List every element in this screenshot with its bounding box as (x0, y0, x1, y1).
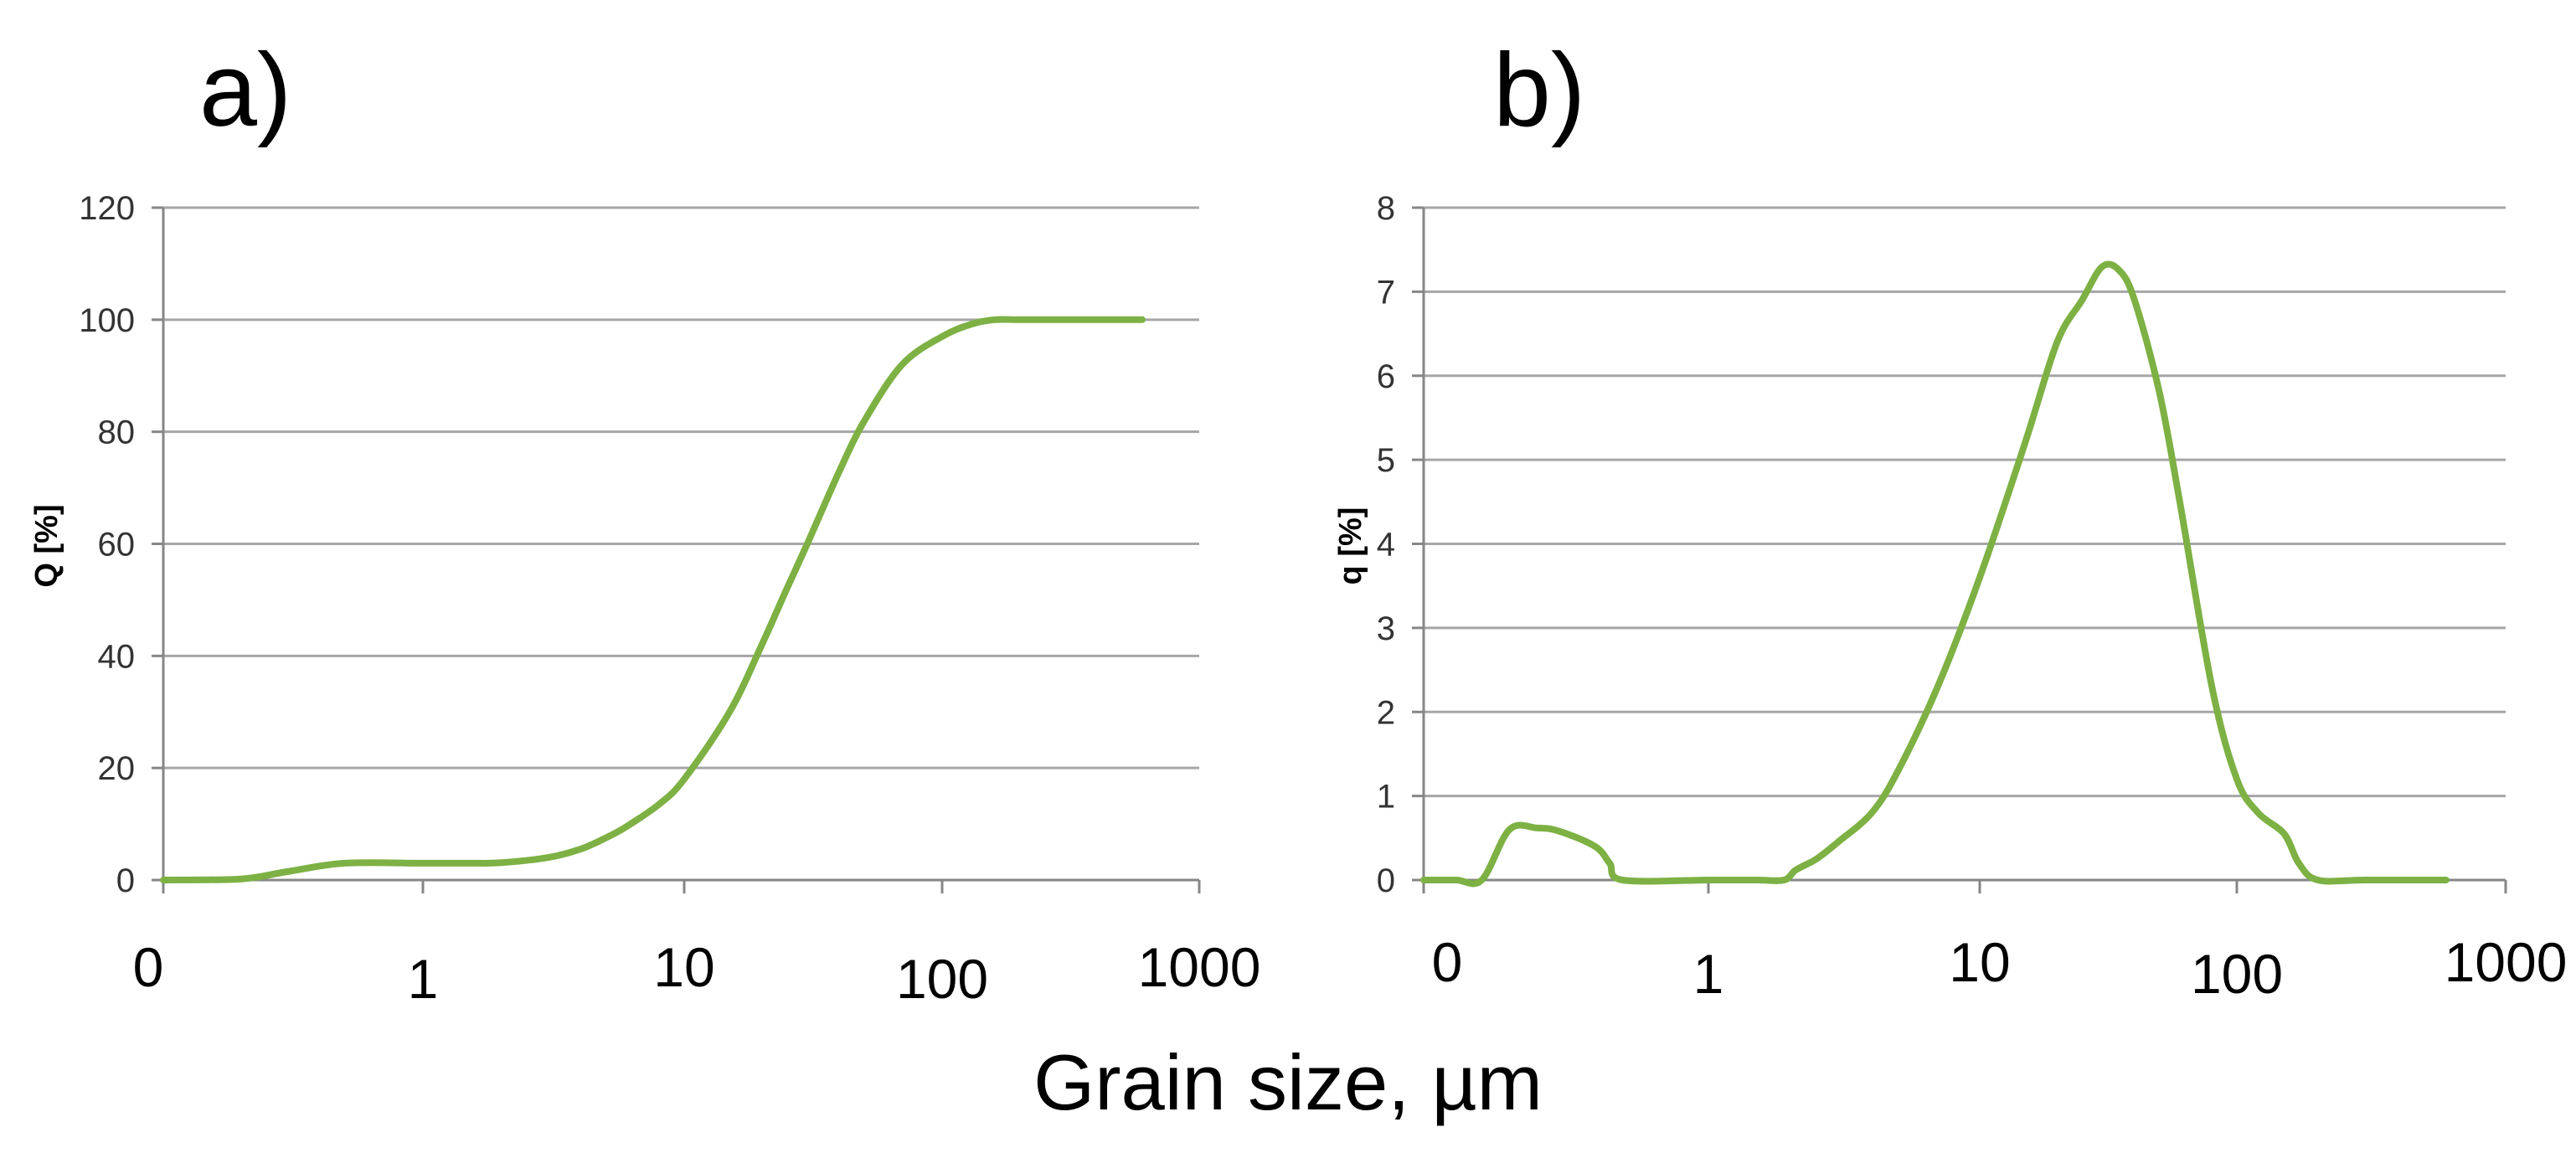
x-tick-label: 1000 (1138, 936, 1261, 998)
x-tick-label: 0 (1432, 931, 1463, 993)
panel-b-xtick-labels: 0 1 10 100 1000 (1432, 931, 2568, 1005)
shared-xlabel: Grain size, µm (1033, 1038, 1543, 1126)
y-tick-label: 8 (1377, 190, 1395, 227)
y-tick-label: 60 (98, 527, 136, 564)
panel-b-series (1420, 260, 2450, 888)
panel-a-label: a) (199, 33, 291, 148)
y-tick-label: 7 (1377, 274, 1395, 311)
y-tick-label: 5 (1377, 442, 1395, 479)
y-tick-label: 20 (98, 750, 136, 787)
y-tick-label: 2 (1377, 694, 1395, 731)
x-tick-label: 10 (1949, 931, 2010, 993)
series-line-q (1420, 260, 2450, 888)
panel-b-axes (1412, 206, 2507, 893)
panel-a-ylabel: Q [%] (29, 504, 64, 587)
y-tick-label: 1 (1377, 779, 1395, 816)
y-tick-label: 0 (1377, 862, 1395, 899)
panel-b-ylabel: q [%] (1333, 507, 1368, 585)
panel-a-gridlines (163, 206, 1199, 770)
panel-a-series (160, 316, 1146, 883)
x-tick-label: 100 (2191, 943, 2283, 1005)
panel-a-ytick-labels: 0 20 40 60 80 100 120 (79, 190, 135, 899)
y-tick-label: 6 (1377, 358, 1395, 395)
panel-b: b) 0 1 2 3 4 5 6 7 8 0 1 10 100 1000 q [%] (1333, 33, 2567, 1005)
y-tick-label: 120 (79, 190, 135, 227)
y-tick-label: 3 (1377, 610, 1395, 647)
y-tick-label: 80 (98, 414, 136, 451)
y-tick-label: 100 (79, 302, 135, 339)
panel-a: a) 0 20 40 60 80 100 120 0 1 10 100 1000 Q [%] (29, 33, 1260, 1010)
y-tick-label: 0 (116, 862, 135, 899)
x-tick-label: 1000 (2445, 931, 2568, 993)
panel-a-axes (152, 206, 1201, 893)
y-tick-label: 40 (98, 638, 136, 675)
y-tick-label: 4 (1377, 527, 1395, 564)
x-tick-label: 1 (1693, 943, 1724, 1005)
x-tick-label: 0 (133, 936, 164, 998)
x-tick-label: 100 (896, 948, 988, 1010)
panel-b-ytick-labels: 0 1 2 3 4 5 6 7 8 (1377, 190, 1395, 899)
panel-b-gridlines (1424, 206, 2506, 798)
panel-b-label: b) (1493, 33, 1585, 148)
series-line-Q (160, 316, 1146, 883)
x-tick-label: 10 (653, 936, 714, 998)
panel-a-xtick-labels: 0 1 10 100 1000 (133, 936, 1261, 1010)
x-tick-label: 1 (408, 948, 439, 1010)
